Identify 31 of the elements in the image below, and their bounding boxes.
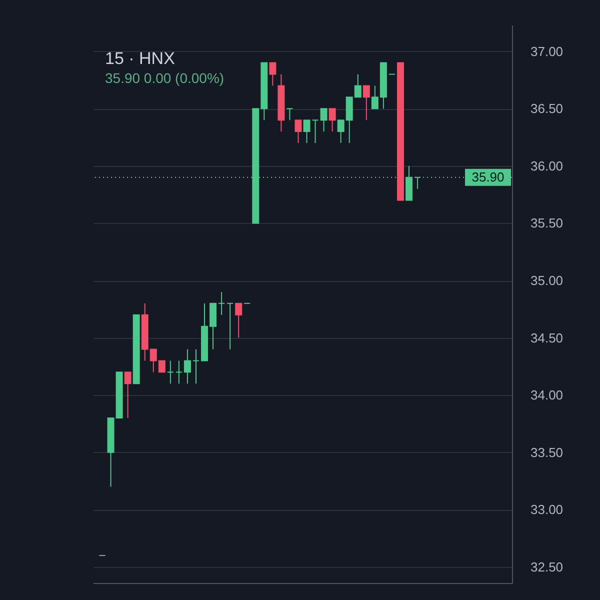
y-tick-label: 33.50 [530, 444, 564, 460]
y-tick-label: 36.00 [530, 158, 564, 174]
candlestick [312, 120, 319, 144]
candlestick [166, 360, 174, 384]
candlestick [218, 291, 226, 316]
candlestick [226, 302, 234, 350]
y-tick-label: 37.00 [530, 44, 564, 59]
text: 35.90 0.00 (0.00%) [105, 70, 224, 86]
ref-line-label: 35.90 [472, 169, 504, 184]
y-tick-label: 36.50 [530, 101, 564, 116]
candlestick [286, 108, 294, 121]
candlestick [175, 360, 182, 384]
candlestick [362, 85, 370, 121]
y-tick-label: 35.00 [530, 273, 564, 288]
candlestick [328, 108, 336, 132]
candlestick [269, 62, 276, 86]
y-tick-label: 32.50 [530, 559, 564, 574]
candlestick [184, 348, 191, 384]
text: 15 · HNX [105, 49, 175, 68]
candlestick [303, 120, 310, 144]
candlestick [235, 302, 242, 338]
candlestick [192, 348, 200, 384]
candlestick [124, 372, 132, 419]
candlestick [406, 165, 413, 201]
candlestick [414, 176, 422, 190]
candlestick [320, 108, 328, 132]
y-tick-label: 34.50 [530, 330, 564, 346]
y-tick-label: 34.00 [530, 388, 564, 403]
candlestick [294, 120, 302, 144]
y-tick-label: 35.50 [530, 216, 564, 231]
y-tick-label: 33.00 [530, 502, 564, 518]
